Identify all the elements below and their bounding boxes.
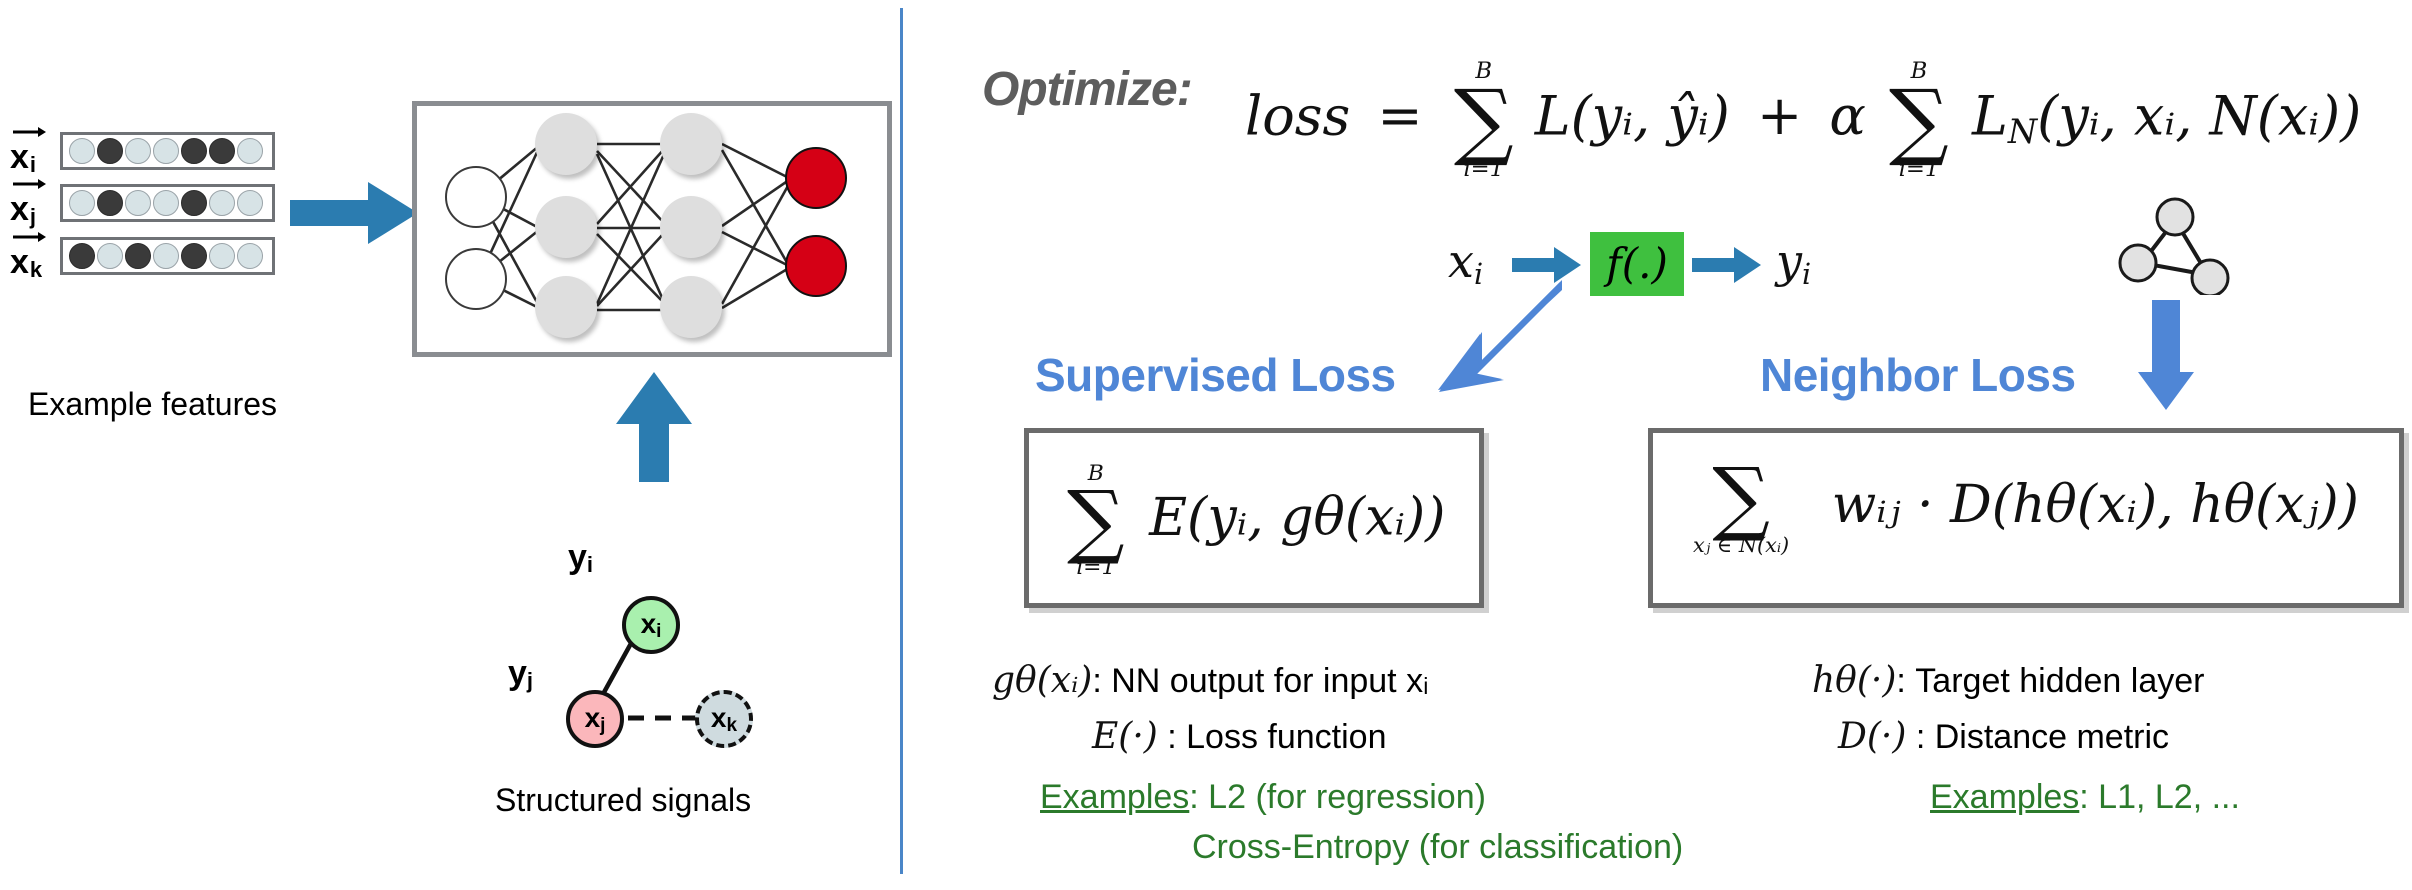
feature-bit	[153, 138, 179, 164]
supervised-legend-3: Examples: L2 (for regression)	[1040, 778, 1486, 816]
network-hidden-node	[660, 113, 722, 175]
vector-subscript: j	[29, 204, 37, 229]
vector-symbol: x	[10, 243, 29, 281]
feature-bit	[97, 243, 123, 269]
main-eq-plus: +	[1756, 84, 1803, 148]
network-input-node	[445, 248, 507, 310]
graph-label-yi: yi	[568, 538, 594, 577]
feature-bit	[181, 190, 207, 216]
graph-node-xi: xi	[622, 596, 680, 654]
arrow-f-to-y-icon	[1692, 247, 1761, 283]
panel-divider	[900, 8, 903, 874]
network-output-node	[785, 235, 847, 297]
arrow-to-neighbor-icon	[2138, 300, 2194, 410]
feature-vector-row-xk	[60, 237, 275, 275]
vector-arrow-icon	[13, 127, 46, 137]
main-eq-L1: L	[1534, 84, 1571, 148]
neighbor-body: wᵢⱼ · D(hθ(xᵢ), hθ(xⱼ))	[1831, 474, 2359, 535]
main-eq-L2-sub: N	[2007, 111, 2038, 151]
supervised-args: (yᵢ, gθ(xᵢ))	[1187, 487, 1446, 548]
feature-bit	[153, 190, 179, 216]
neural-network-box	[412, 101, 892, 357]
main-eq-lhs: loss	[1245, 84, 1351, 148]
supervised-formula: B ∑ i=1 E(yᵢ, gθ(xᵢ))	[1067, 463, 1445, 579]
main-eq-L2: L	[1971, 84, 2008, 148]
supervised-legend-4: Cross-Entropy (for classification)	[1192, 828, 1684, 866]
network-hidden-node	[535, 113, 597, 175]
network-edges	[477, 142, 791, 312]
network-hidden-node	[660, 276, 722, 338]
main-equation: loss = B ∑ i=1 L(yᵢ, ŷᵢ) + α B ∑ i=1 LN(…	[1245, 60, 2361, 181]
main-eq-args-2: (yᵢ, xᵢ, N(xᵢ))	[2037, 84, 2362, 148]
network-hidden-node	[535, 276, 597, 338]
feature-bit	[97, 190, 123, 216]
network-input-node	[445, 166, 507, 228]
main-eq-alpha: α	[1829, 84, 1866, 148]
feature-bit	[125, 138, 151, 164]
feature-bit	[209, 190, 235, 216]
main-eq-equals: =	[1377, 84, 1423, 148]
neighbor-formula: ∑ xⱼ ∈ N(xᵢ) wᵢⱼ · D(hθ(xᵢ), hθ(xⱼ))	[1693, 451, 2359, 557]
function-box-label: f(.)	[1606, 239, 1668, 288]
network-output-node	[785, 147, 847, 209]
feature-bit	[153, 243, 179, 269]
feature-vector-row-xj	[60, 184, 275, 222]
main-eq-args-1: (yᵢ, ŷᵢ)	[1570, 84, 1730, 148]
arrow-to-supervised-icon	[1438, 280, 1562, 392]
flow-output-var: yi	[1776, 234, 1812, 292]
feature-bit	[209, 138, 235, 164]
supervised-formula-box: B ∑ i=1 E(yᵢ, gθ(xᵢ))	[1024, 428, 1484, 608]
network-hidden-node	[535, 196, 597, 258]
optimize-label: Optimize:	[982, 63, 1193, 116]
feature-bit	[125, 243, 151, 269]
vector-symbol: x	[10, 138, 29, 176]
neighbor-legend-1: hθ(·): Target hidden layer	[1812, 660, 2205, 701]
feature-bit	[69, 243, 95, 269]
feature-bit	[209, 243, 235, 269]
feature-bit	[237, 138, 263, 164]
feature-vector-row-xi	[60, 132, 275, 170]
graph-node-xj: xj	[566, 690, 624, 748]
neighbor-legend-2: D(·) : Distance metric	[1838, 716, 2170, 757]
graph-label-yj: yj	[508, 654, 534, 693]
feature-bit	[69, 190, 95, 216]
arrow-features-to-network-icon	[290, 182, 418, 244]
feature-bit	[125, 190, 151, 216]
vector-symbol: x	[10, 190, 29, 228]
supervised-E: E	[1149, 487, 1188, 548]
function-box: f(.)	[1590, 232, 1684, 296]
vector-label-xk: xk	[10, 232, 46, 282]
flow-input-var: xi	[1448, 234, 1484, 292]
vector-subscript: i	[29, 152, 37, 177]
neighbor-loss-heading: Neighbor Loss	[1760, 349, 2076, 401]
supervised-legend-2: E(·) : Loss function	[1092, 716, 1387, 757]
arrow-x-to-f-icon	[1512, 247, 1581, 283]
main-eq-sum-1: B ∑ i=1	[1453, 58, 1514, 183]
network-hidden-node	[660, 196, 722, 258]
supervised-loss-heading: Supervised Loss	[1035, 349, 1396, 401]
vector-label-xi: xi	[10, 127, 46, 177]
feature-bit	[237, 243, 263, 269]
vector-label-xj: xj	[10, 179, 46, 229]
main-eq-sum-2: B ∑ i=1	[1889, 58, 1949, 183]
structured-signals-caption: Structured signals	[495, 782, 752, 818]
vector-subscript: k	[29, 257, 43, 282]
neighbor-legend-3: Examples: L1, L2, ...	[1930, 778, 2240, 816]
example-features-caption: Example features	[28, 386, 278, 422]
neighbor-sum: ∑ xⱼ ∈ N(xᵢ)	[1693, 451, 1790, 557]
vector-arrow-icon	[13, 232, 46, 242]
mini-graph-icon	[2118, 197, 2230, 295]
vector-arrow-icon	[13, 179, 46, 189]
feature-bit	[69, 138, 95, 164]
arrow-signals-to-network-icon	[616, 372, 692, 482]
feature-bit	[181, 138, 207, 164]
feature-bit	[237, 190, 263, 216]
feature-bit	[181, 243, 207, 269]
graph-node-xk: xk	[695, 690, 753, 748]
neighbor-formula-box: ∑ xⱼ ∈ N(xᵢ) wᵢⱼ · D(hθ(xᵢ), hθ(xⱼ))	[1648, 428, 2404, 608]
supervised-sum: B ∑ i=1	[1067, 461, 1125, 581]
supervised-legend-1: gθ(xᵢ): NN output for input xᵢ	[992, 660, 1429, 701]
feature-bit	[97, 138, 123, 164]
